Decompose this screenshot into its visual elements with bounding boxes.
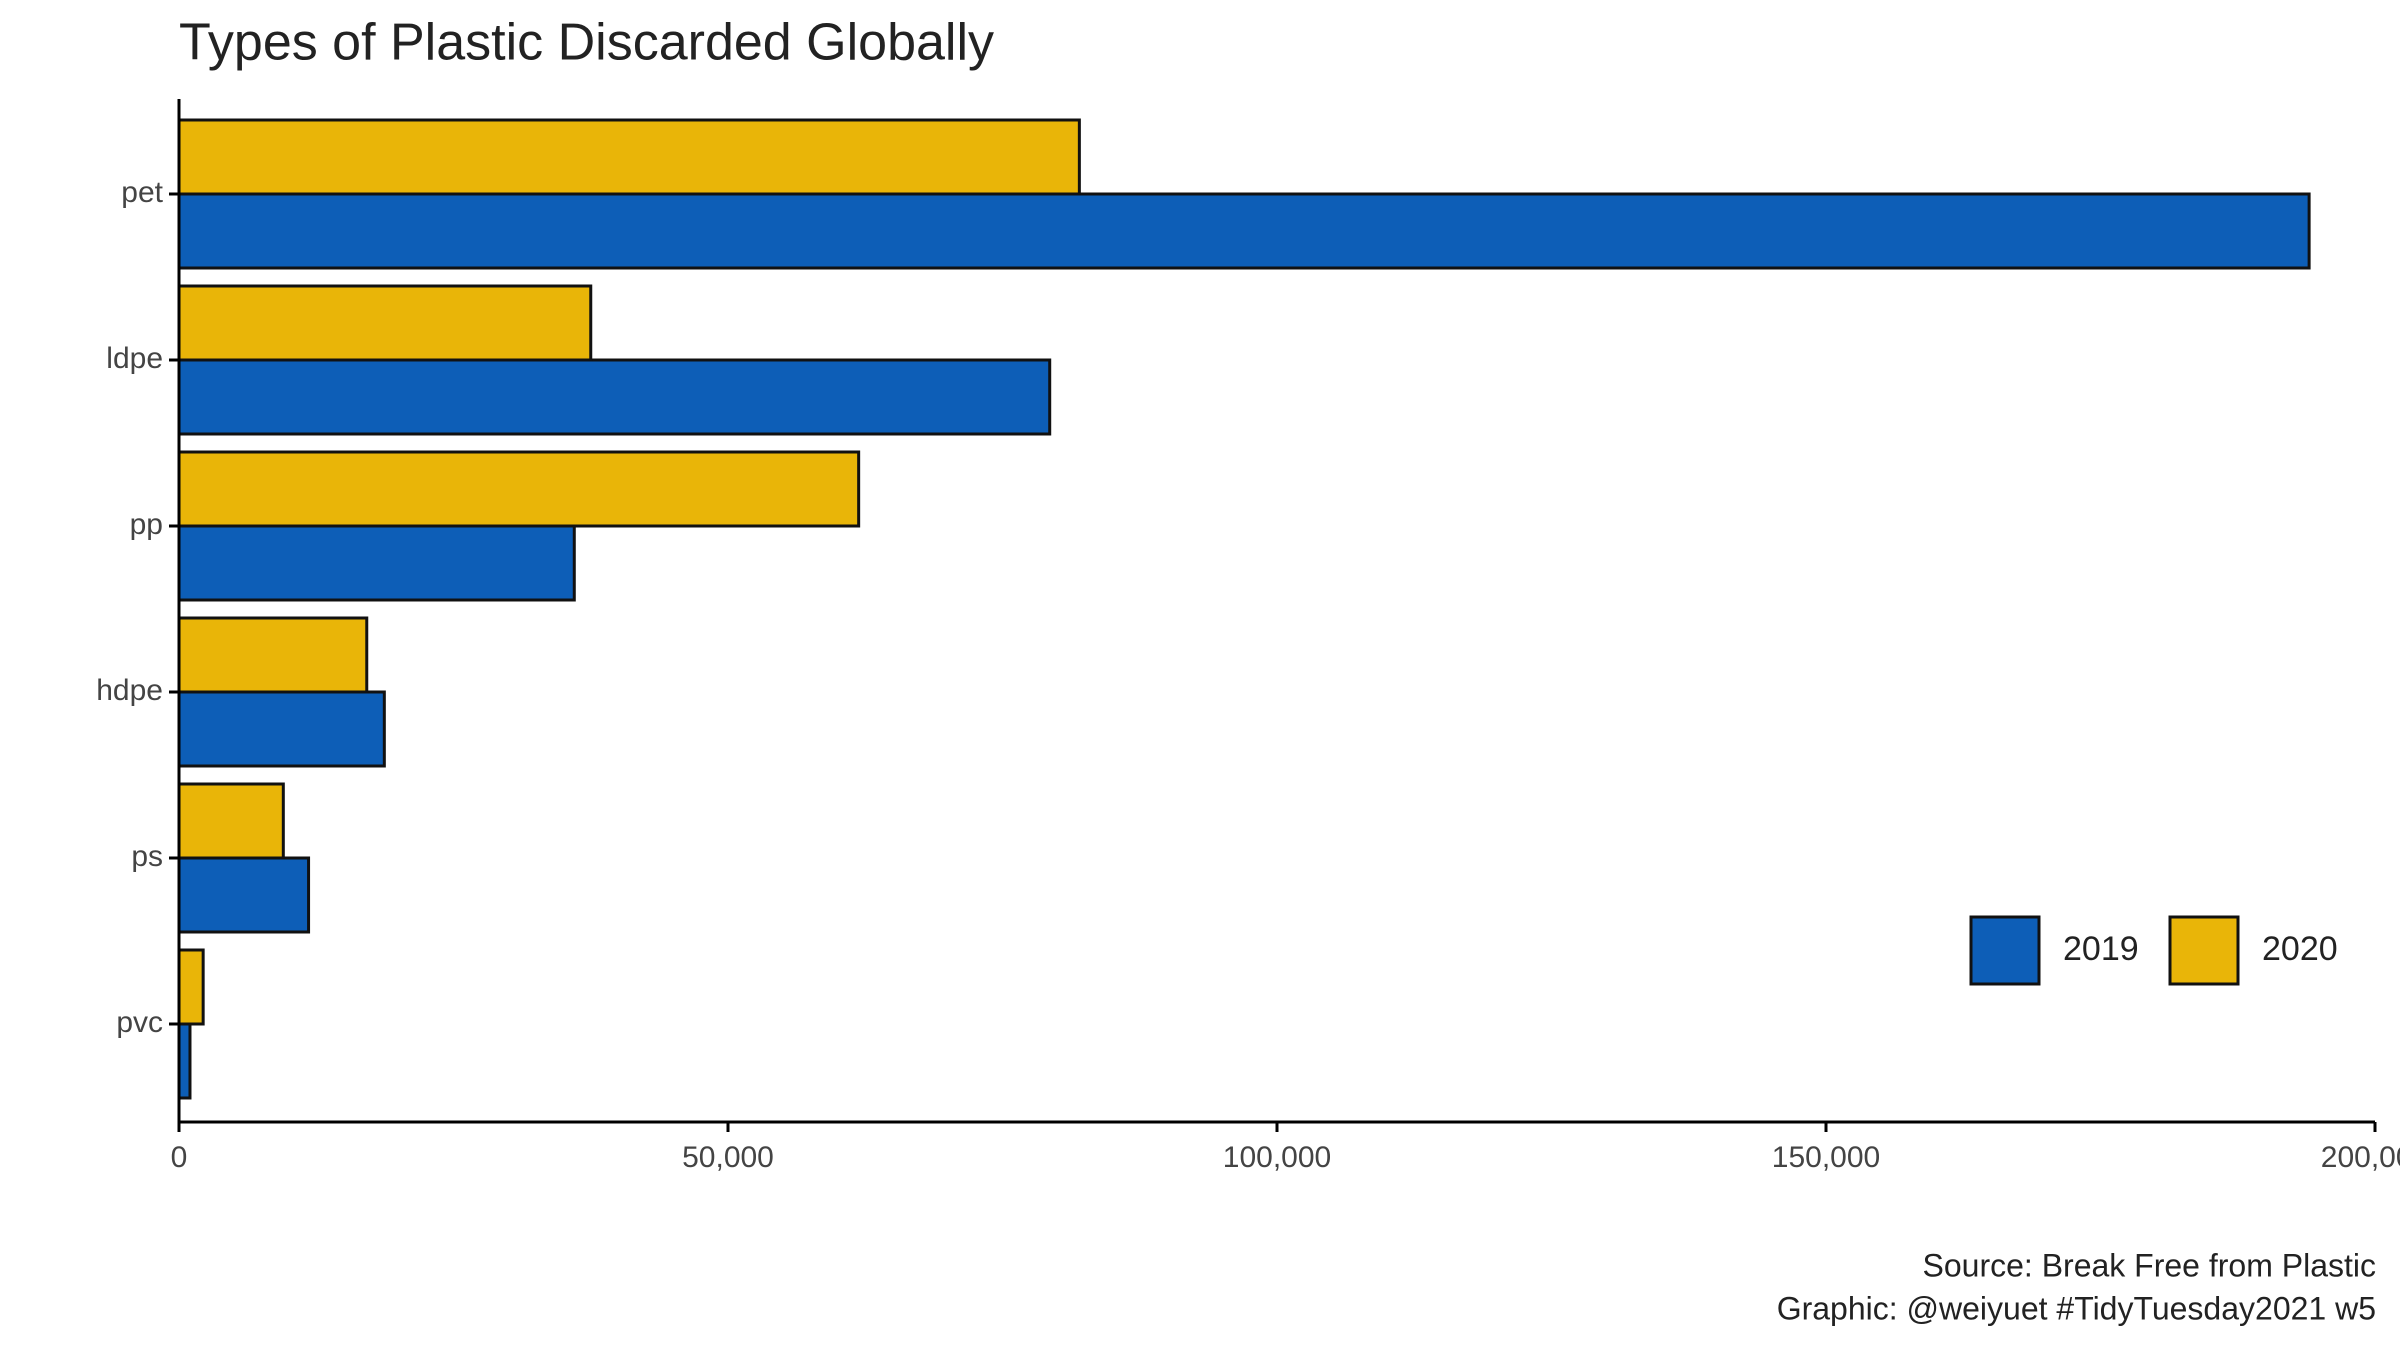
bar bbox=[177, 1022, 192, 1100]
bar bbox=[177, 450, 861, 528]
y-tick-label: pvc bbox=[116, 1006, 163, 1039]
bar bbox=[177, 690, 386, 768]
legend-key bbox=[2168, 915, 2240, 986]
bar bbox=[177, 782, 285, 860]
bar bbox=[177, 948, 205, 1026]
legend-key bbox=[1969, 915, 2041, 986]
bar bbox=[177, 192, 2311, 270]
bar bbox=[177, 524, 576, 602]
y-tick-label: pp bbox=[130, 508, 163, 541]
bar bbox=[177, 856, 311, 934]
legend-label: 2020 bbox=[2262, 930, 2338, 968]
caption: Graphic: @weiyuet #TidyTuesday2021 w5 bbox=[1777, 1290, 2376, 1326]
bar bbox=[177, 284, 593, 362]
x-tick-label: 100,000 bbox=[1223, 1141, 1331, 1174]
x-tick-label: 200,000 bbox=[2321, 1141, 2400, 1174]
x-tick-label: 50,000 bbox=[682, 1141, 774, 1174]
y-tick-label: pet bbox=[121, 176, 163, 209]
y-tick-label: ps bbox=[131, 840, 163, 873]
legend-label: 2019 bbox=[2063, 930, 2139, 968]
x-tick-label: 150,000 bbox=[1772, 1141, 1880, 1174]
bar bbox=[177, 616, 369, 694]
y-tick-label: hdpe bbox=[96, 674, 163, 707]
chart-title: Types of Plastic Discarded Globally bbox=[179, 14, 994, 72]
y-tick-label: ldpe bbox=[106, 342, 163, 375]
bar bbox=[177, 358, 1052, 436]
bar bbox=[177, 118, 1081, 196]
x-tick-label: 0 bbox=[171, 1141, 188, 1174]
caption: Source: Break Free from Plastic bbox=[1923, 1247, 2376, 1283]
